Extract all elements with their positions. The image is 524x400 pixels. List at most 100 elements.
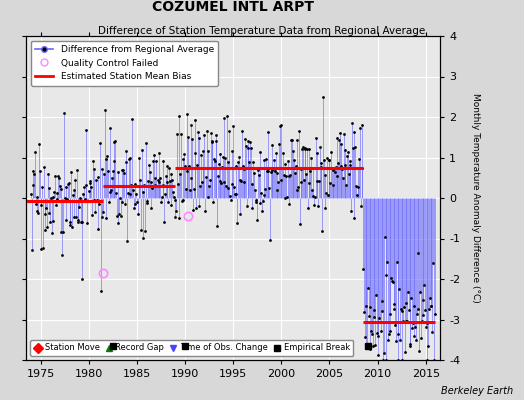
Point bbox=[141, 140, 150, 147]
Point bbox=[344, 149, 352, 155]
Point bbox=[392, 259, 401, 266]
Point bbox=[199, 148, 207, 154]
Point bbox=[412, 336, 420, 343]
Point bbox=[223, 184, 232, 191]
Point bbox=[352, 183, 360, 190]
Point bbox=[240, 179, 248, 185]
Point bbox=[129, 205, 138, 211]
Point bbox=[238, 128, 246, 134]
Point bbox=[332, 173, 341, 179]
Point bbox=[410, 302, 419, 309]
Point bbox=[230, 184, 238, 190]
Point bbox=[85, 180, 94, 186]
Point bbox=[140, 182, 148, 188]
Point bbox=[394, 330, 402, 337]
Point bbox=[405, 307, 413, 313]
Point bbox=[80, 184, 88, 191]
Point bbox=[93, 196, 101, 203]
Point bbox=[325, 156, 334, 163]
Point bbox=[288, 148, 297, 154]
Point bbox=[386, 328, 394, 334]
Point bbox=[302, 171, 310, 177]
Point bbox=[39, 245, 47, 251]
Point bbox=[364, 284, 372, 291]
Point bbox=[175, 214, 183, 221]
Point bbox=[264, 168, 272, 174]
Point bbox=[427, 303, 435, 309]
Point bbox=[81, 196, 89, 202]
Point bbox=[335, 137, 343, 144]
Point bbox=[128, 116, 136, 122]
Point bbox=[411, 324, 420, 330]
Point bbox=[102, 156, 111, 163]
Point bbox=[127, 182, 136, 188]
Point bbox=[291, 163, 300, 169]
Point bbox=[81, 126, 90, 133]
Point bbox=[146, 204, 155, 211]
Point bbox=[276, 123, 284, 130]
Point bbox=[133, 199, 141, 206]
Point bbox=[129, 187, 137, 194]
Point bbox=[264, 129, 272, 135]
Point bbox=[154, 177, 162, 183]
Point bbox=[392, 338, 400, 344]
Point bbox=[233, 220, 242, 226]
Point bbox=[64, 180, 73, 186]
Point bbox=[182, 186, 190, 192]
Point bbox=[160, 219, 168, 225]
Point bbox=[139, 189, 148, 195]
Point bbox=[228, 181, 236, 188]
Point bbox=[297, 179, 305, 185]
Point bbox=[123, 238, 132, 244]
Point bbox=[307, 154, 315, 161]
Point bbox=[381, 272, 390, 278]
Point bbox=[43, 224, 51, 230]
Point bbox=[209, 198, 217, 205]
Point bbox=[386, 311, 395, 318]
Point bbox=[198, 179, 206, 185]
Point bbox=[247, 145, 255, 151]
Point bbox=[151, 175, 159, 181]
Point bbox=[331, 169, 339, 175]
Point bbox=[344, 171, 353, 177]
Point bbox=[235, 154, 243, 161]
Point bbox=[78, 276, 86, 282]
Point bbox=[239, 166, 248, 172]
Point bbox=[84, 188, 93, 194]
Point bbox=[343, 153, 351, 159]
Point bbox=[300, 146, 309, 152]
Point bbox=[249, 159, 257, 165]
Point bbox=[219, 154, 227, 160]
Point bbox=[143, 200, 151, 206]
Point bbox=[254, 166, 262, 173]
Point bbox=[378, 308, 387, 314]
Point bbox=[38, 184, 47, 190]
Point bbox=[289, 165, 298, 171]
Point bbox=[413, 310, 421, 317]
Point bbox=[120, 169, 128, 176]
Point bbox=[398, 308, 406, 314]
Point bbox=[300, 176, 308, 183]
Point bbox=[316, 163, 325, 170]
Point bbox=[29, 168, 38, 174]
Point bbox=[265, 184, 274, 191]
Point bbox=[373, 330, 381, 336]
Point bbox=[47, 194, 55, 201]
Point bbox=[338, 166, 346, 172]
Point bbox=[32, 208, 41, 214]
Point bbox=[64, 181, 72, 188]
Point bbox=[399, 318, 408, 324]
Point bbox=[66, 219, 74, 225]
Point bbox=[96, 288, 105, 294]
Point bbox=[116, 194, 124, 201]
Point bbox=[42, 205, 50, 211]
Point bbox=[191, 150, 199, 156]
Point bbox=[294, 184, 302, 190]
Point bbox=[49, 218, 58, 224]
Point bbox=[94, 174, 103, 180]
Point bbox=[77, 219, 85, 225]
Point bbox=[197, 152, 205, 158]
Point bbox=[415, 348, 423, 354]
Point bbox=[288, 137, 296, 143]
Point bbox=[72, 214, 80, 220]
